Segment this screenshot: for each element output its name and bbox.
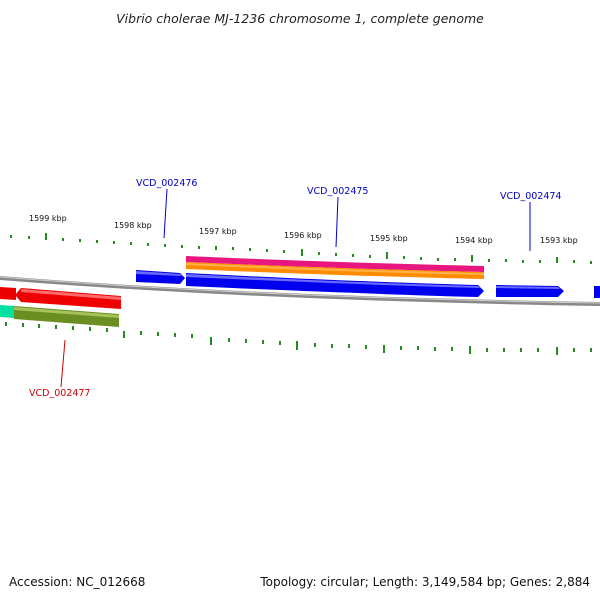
ruler-label-1594: 1594 kbp <box>455 236 493 245</box>
accession-text: Accession: NC_012668 <box>9 575 145 589</box>
gene-VCD_002477[interactable] <box>15 288 121 309</box>
gene-partial-left-red[interactable] <box>0 287 16 300</box>
ruler-labels: 1599 kbp 1598 kbp 1597 kbp 1596 kbp 1595… <box>29 214 578 245</box>
genome-backbone <box>0 276 600 306</box>
gene-VCD_002476[interactable] <box>136 270 185 284</box>
ruler-label-1598: 1598 kbp <box>114 221 152 230</box>
gene-label-VCD_002475: VCD_002475 <box>307 186 368 197</box>
ruler-label-1596: 1596 kbp <box>284 231 322 240</box>
gene-label-VCD_002477: VCD_002477 <box>29 388 90 399</box>
gene-VCD_002475[interactable] <box>186 273 484 297</box>
ruler-label-1599: 1599 kbp <box>29 214 67 223</box>
ruler-label-1593: 1593 kbp <box>540 236 578 245</box>
ruler-ticks-upper <box>10 233 592 264</box>
label-leaders <box>60 188 531 388</box>
gene-partial-right[interactable] <box>594 286 600 298</box>
ruler-label-1595: 1595 kbp <box>370 234 408 243</box>
gene-labels: VCD_002476 VCD_002475 VCD_002474 VCD_002… <box>29 178 561 399</box>
ruler-label-1597: 1597 kbp <box>199 227 237 236</box>
gene-label-VCD_002474: VCD_002474 <box>500 191 561 202</box>
cds-feature-2477[interactable] <box>0 305 119 327</box>
ruler-ticks-lower <box>5 322 592 355</box>
cds-feature-2475[interactable] <box>186 256 484 279</box>
gene-VCD_002474[interactable] <box>496 285 564 297</box>
genome-summary-text: Topology: circular; Length: 3,149,584 bp… <box>259 575 590 589</box>
gene-label-VCD_002476: VCD_002476 <box>136 178 197 189</box>
genome-title: Vibrio cholerae MJ-1236 chromosome 1, co… <box>116 11 484 26</box>
